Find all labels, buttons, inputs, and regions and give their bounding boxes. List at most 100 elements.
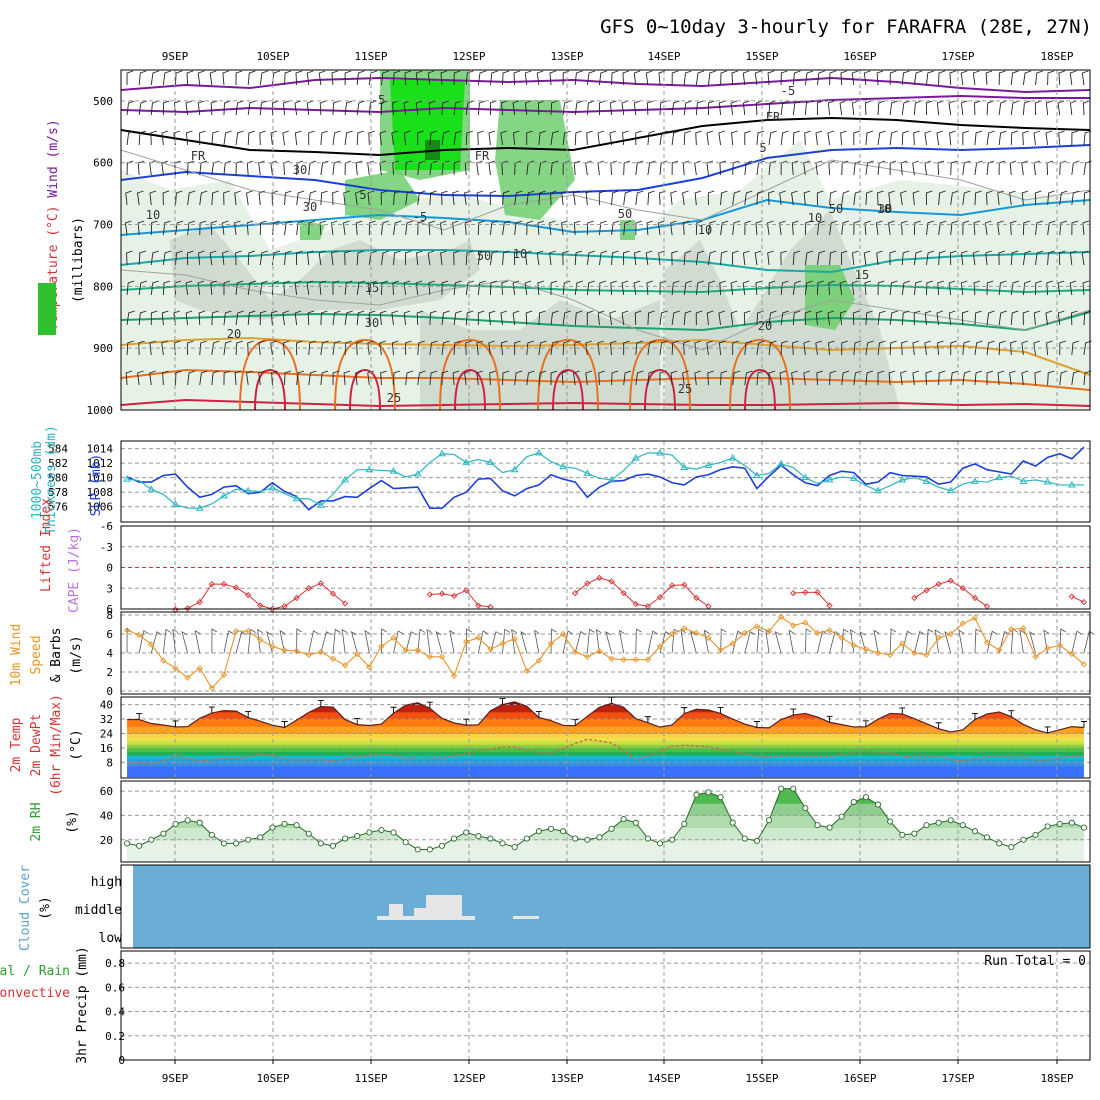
thickness-point xyxy=(825,475,834,483)
wind-barb xyxy=(222,250,229,266)
rh-point xyxy=(983,834,991,841)
wind-barb xyxy=(926,220,934,236)
wind-barb xyxy=(938,70,946,86)
wind-barb xyxy=(514,340,521,356)
wind-barb xyxy=(960,100,968,116)
wind-barb xyxy=(863,70,871,86)
wind-barb xyxy=(901,310,910,326)
wind-barb xyxy=(708,220,716,236)
wind-barb xyxy=(647,370,656,386)
wind-barb xyxy=(695,220,703,236)
wind-barb xyxy=(926,628,934,654)
wind-barb xyxy=(817,630,828,654)
wind-speed-point xyxy=(1008,626,1015,633)
temperature-band xyxy=(127,704,1084,713)
lifted-point xyxy=(959,585,966,592)
wind-barb xyxy=(998,130,1007,146)
temperature-minmax-marker xyxy=(499,698,506,705)
wind-speed-point xyxy=(656,643,664,650)
wind-barb xyxy=(403,280,411,296)
wind-barb xyxy=(477,280,486,296)
wind-barb xyxy=(574,100,584,116)
wind-barb xyxy=(199,220,207,236)
wind-barb xyxy=(621,100,629,116)
wind-barb xyxy=(889,250,896,266)
temp-tick: 8 xyxy=(106,756,113,769)
wind-barb xyxy=(308,340,316,356)
wind-barb xyxy=(972,70,980,86)
wind-barb xyxy=(476,370,483,386)
wind-barb xyxy=(258,340,266,356)
wind-barb xyxy=(840,250,848,266)
wind-barb xyxy=(851,100,859,116)
contour-label: 50 xyxy=(829,202,843,216)
wind-barb xyxy=(453,310,462,326)
wind-speed-point xyxy=(317,648,324,656)
wind-barb xyxy=(125,370,133,386)
wind-barb xyxy=(380,70,390,86)
wind-barb xyxy=(633,70,641,86)
lifted-point xyxy=(463,587,470,594)
wind-barb xyxy=(573,220,581,236)
thickness-point xyxy=(171,500,180,508)
wind-barb xyxy=(138,70,147,86)
wind-barb xyxy=(659,340,668,356)
wind-barb xyxy=(126,160,134,176)
temperature-minmax-marker xyxy=(1080,721,1087,728)
wind-barb xyxy=(449,629,455,654)
pressure-tick: 700 xyxy=(93,219,113,232)
wind-barb xyxy=(1047,250,1055,266)
wind-speed-point xyxy=(1068,650,1075,658)
wind-barb xyxy=(427,70,435,86)
wind-barb xyxy=(743,310,751,326)
wind-barb xyxy=(730,280,738,296)
rh-point xyxy=(184,817,191,824)
wind-barb xyxy=(912,340,919,356)
wind-barb xyxy=(1010,250,1019,266)
date-label-top: 13SEP xyxy=(550,50,583,63)
wind-speed-point xyxy=(475,634,482,641)
rh-point xyxy=(317,840,324,847)
wind-barb xyxy=(720,70,728,86)
wind-barb xyxy=(791,190,798,206)
temperature-loop xyxy=(537,338,599,411)
wind-barb xyxy=(1010,628,1019,654)
wind-barb xyxy=(1058,130,1065,146)
wind-barb xyxy=(138,280,147,296)
wind-barb xyxy=(609,130,617,146)
wind-barb xyxy=(998,340,1006,356)
wind10-label: 10m Wind xyxy=(9,624,24,687)
wind-barb xyxy=(948,310,956,326)
wind-barb xyxy=(211,190,219,206)
thickness-point xyxy=(656,449,664,456)
wind-speed-point xyxy=(668,630,676,638)
wind-barb xyxy=(502,370,510,386)
wind-barb xyxy=(247,250,256,266)
wind-barb xyxy=(175,190,183,206)
wind-barb xyxy=(453,130,462,146)
wind-barb xyxy=(561,190,568,206)
wind-barb xyxy=(489,280,498,296)
slp-tick: 1012 xyxy=(87,457,114,470)
wind-barb xyxy=(1033,130,1041,146)
wind-barb xyxy=(355,160,363,176)
wind-barb xyxy=(247,628,256,654)
wind-barb xyxy=(998,310,1007,326)
wind-barb xyxy=(391,130,398,146)
wind-barb xyxy=(306,280,314,296)
wind-barb xyxy=(185,310,193,326)
contour-label: 30 xyxy=(303,200,317,214)
wind-barb xyxy=(986,130,995,146)
dewpoint-line xyxy=(127,738,1084,765)
thickness-point xyxy=(631,454,640,461)
wind-barb xyxy=(774,631,782,654)
wind-barb xyxy=(320,130,329,146)
wind-barb xyxy=(1081,70,1089,86)
lifted-point xyxy=(620,589,627,597)
wind-barb xyxy=(500,130,508,146)
wind-barb xyxy=(986,190,993,206)
wind-barb xyxy=(344,100,353,116)
wind-barb xyxy=(332,310,341,326)
wind-barb xyxy=(646,220,654,236)
rh-point xyxy=(535,828,542,835)
